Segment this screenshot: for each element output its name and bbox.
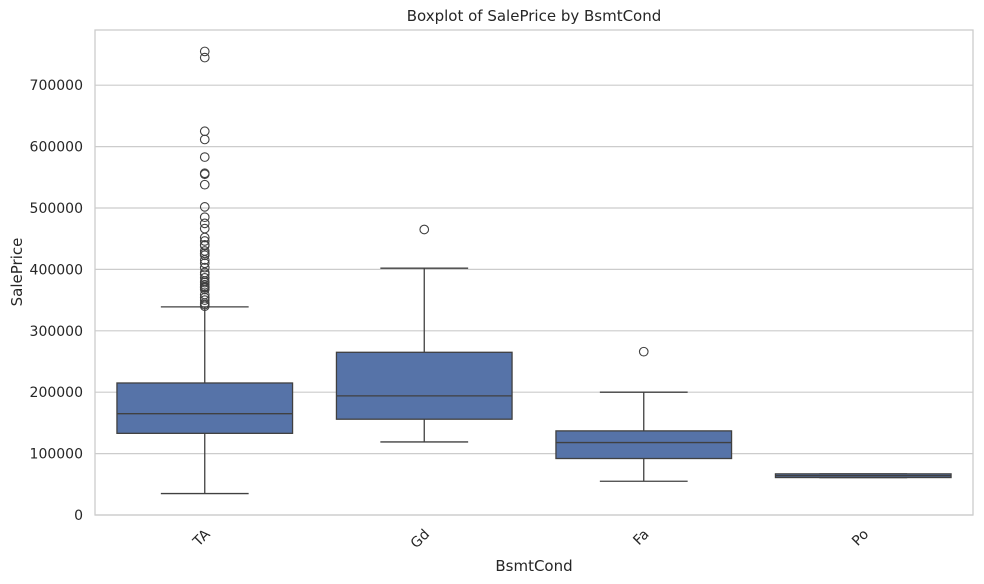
outlier-point bbox=[199, 240, 210, 251]
outlier-point bbox=[199, 301, 210, 312]
y-tick-label: 500000 bbox=[30, 201, 83, 217]
chart-title: Boxplot of SalePrice by BsmtCond bbox=[407, 7, 662, 25]
box-po bbox=[774, 473, 952, 479]
box-layer bbox=[116, 46, 952, 495]
x-tick-label-po: Po bbox=[849, 527, 872, 550]
box-ta bbox=[116, 46, 294, 495]
plot-frame bbox=[94, 29, 974, 516]
outlier-point bbox=[199, 46, 210, 57]
y-tick-label: 200000 bbox=[30, 385, 83, 401]
outlier-point bbox=[199, 126, 210, 137]
outlier-point bbox=[199, 255, 210, 265]
y-axis-label: SalePrice bbox=[8, 238, 26, 307]
box-fa bbox=[555, 346, 733, 482]
outlier-point bbox=[199, 52, 210, 63]
box-gd bbox=[335, 224, 513, 443]
outlier-point bbox=[199, 262, 210, 273]
x-tick-labels: TA Gd Fa Po bbox=[190, 526, 873, 552]
iqr-box bbox=[335, 351, 513, 420]
outlier-point bbox=[199, 295, 210, 305]
y-tick-label: 400000 bbox=[30, 262, 83, 278]
outlier-point bbox=[199, 236, 210, 246]
outlier-point bbox=[199, 179, 210, 190]
outlier-point bbox=[199, 250, 210, 261]
x-tick-label-fa: Fa bbox=[630, 527, 652, 549]
y-tick-label: 700000 bbox=[30, 78, 83, 94]
outlier-point bbox=[199, 202, 210, 212]
outlier-point bbox=[199, 212, 210, 223]
x-tick-label-gd: Gd bbox=[408, 527, 433, 552]
iqr-box bbox=[116, 382, 294, 434]
outlier-point bbox=[199, 134, 210, 145]
outlier-point bbox=[199, 223, 210, 234]
x-tick-label-ta: TA bbox=[190, 526, 214, 550]
outlier-point bbox=[199, 218, 210, 229]
x-axis-label: BsmtCond bbox=[495, 557, 572, 575]
y-tick-label: 0 bbox=[74, 508, 83, 524]
outlier-point bbox=[199, 169, 210, 180]
y-tick-labels: 0 100000 200000 300000 400000 500000 600000 700… bbox=[30, 78, 83, 524]
y-tick-label: 600000 bbox=[30, 140, 83, 156]
grid-layer bbox=[95, 84, 973, 516]
outlier-point bbox=[638, 346, 649, 357]
outlier-point bbox=[199, 258, 210, 269]
y-tick-label: 300000 bbox=[30, 324, 83, 340]
y-tick-label: 100000 bbox=[30, 447, 83, 463]
outlier-point bbox=[419, 224, 430, 235]
outlier-point bbox=[199, 152, 210, 162]
iqr-box bbox=[555, 430, 733, 460]
